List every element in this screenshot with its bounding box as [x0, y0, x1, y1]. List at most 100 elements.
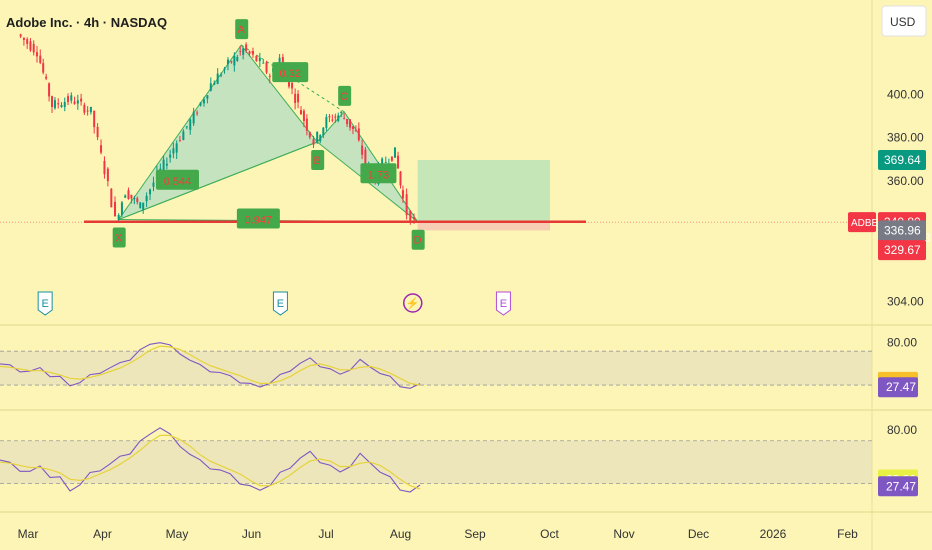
candle-body — [192, 111, 195, 124]
currency-button-label[interactable]: USD — [890, 15, 916, 29]
candle-body — [361, 145, 364, 155]
candle-body — [152, 182, 155, 187]
price-tick-label: 304.00 — [887, 294, 924, 308]
candle-body — [48, 83, 51, 97]
candle-body — [42, 63, 45, 73]
candle-body — [291, 82, 294, 89]
time-tick-label[interactable]: Sep — [464, 527, 486, 541]
candle-body — [322, 127, 325, 136]
candle-body — [409, 210, 412, 223]
point-label-bg-c — [338, 85, 352, 106]
price-tag-label: 369.64 — [884, 153, 921, 167]
rsi-pane-1: 80.0033.8027.47 — [0, 336, 918, 398]
earnings-icon[interactable]: E — [41, 298, 48, 310]
candle-body — [401, 190, 404, 199]
time-tick-label[interactable]: 2026 — [760, 527, 787, 541]
time-tick-label[interactable]: Jun — [242, 527, 261, 541]
candle-body — [76, 100, 79, 104]
candle-body — [96, 126, 99, 138]
price-tag-label: 329.67 — [884, 243, 921, 257]
candle-body — [139, 202, 142, 209]
candle-body — [357, 128, 360, 141]
price-tag — [878, 150, 926, 171]
candle-body — [185, 126, 188, 128]
time-tick-label[interactable]: Mar — [18, 527, 39, 541]
rsi-band — [0, 440, 872, 484]
point-label-c: C — [340, 91, 348, 103]
earnings-icon-shape[interactable] — [272, 291, 288, 316]
candle-body — [268, 75, 271, 77]
candle-body — [340, 111, 343, 113]
time-tick-label[interactable]: Nov — [613, 527, 634, 541]
candle-body — [162, 159, 165, 171]
candle-body — [89, 106, 92, 113]
currency-button-bg[interactable] — [881, 5, 927, 37]
candle-body — [405, 194, 408, 216]
candle-body — [32, 43, 35, 53]
event-marker[interactable]: ⚡ — [403, 293, 423, 313]
candle-body — [245, 44, 248, 51]
candle-body — [199, 102, 202, 106]
candle-body — [178, 140, 181, 142]
candle-body — [26, 39, 29, 44]
price-tick-label: 380.00 — [887, 131, 924, 145]
time-tick-label[interactable]: Aug — [390, 527, 411, 541]
time-tick-label[interactable]: Feb — [837, 527, 858, 541]
time-tick-label[interactable]: Dec — [688, 527, 709, 541]
price-tick-label: 400.00 — [887, 88, 924, 102]
ratio-label-bg — [272, 62, 309, 83]
candle-body — [120, 202, 123, 215]
time-tick-label[interactable]: Apr — [93, 527, 112, 541]
candle-body — [255, 55, 258, 61]
candle-body — [316, 131, 319, 142]
event-marker[interactable]: E — [272, 291, 288, 316]
ratio-label: 0.544 — [164, 176, 192, 188]
time-tick-label[interactable]: Jul — [318, 527, 333, 541]
time-tick-label[interactable]: May — [166, 527, 189, 541]
candle-body — [73, 101, 76, 104]
earnings-icon-shape[interactable] — [37, 291, 53, 316]
candle-body — [239, 50, 242, 52]
rsi-ma-line — [0, 434, 421, 490]
candle-body — [145, 195, 148, 202]
currency-button[interactable]: USD — [881, 5, 927, 37]
candle-body — [206, 95, 209, 99]
flash-icon-ring[interactable] — [403, 293, 423, 313]
candle-body — [106, 168, 109, 182]
candle-body — [220, 74, 223, 76]
ratio-label: 1.73 — [368, 169, 389, 181]
candle-body — [354, 130, 357, 132]
candle-body — [226, 59, 229, 65]
candle-body — [346, 118, 349, 125]
candle-body — [364, 149, 367, 165]
flash-icon[interactable]: ⚡ — [406, 297, 420, 310]
candle-body — [328, 116, 331, 118]
candle-body — [70, 95, 73, 101]
candle-body — [172, 148, 175, 154]
point-label-a: A — [238, 24, 246, 36]
price-tick-label: 360.00 — [887, 174, 924, 188]
earnings-icon[interactable]: E — [500, 298, 507, 310]
candle-body — [110, 188, 113, 208]
candle-body — [213, 82, 216, 85]
candle-body — [397, 155, 400, 169]
candle-body — [300, 110, 303, 115]
candle-body — [281, 57, 284, 65]
candle-body — [29, 41, 32, 51]
symbol-title: Adobe Inc. · 4h · NASDAQ — [6, 15, 167, 30]
event-marker[interactable]: E — [495, 291, 511, 316]
time-axis[interactable]: Mar Apr May Jun Jul Aug Sep Oct Nov Dec 2026 Feb — [18, 527, 858, 541]
event-marker[interactable]: E — [37, 291, 53, 316]
symbol-tag — [848, 212, 876, 233]
candle-body — [57, 103, 60, 105]
candle-body — [393, 147, 396, 158]
time-tick-label[interactable]: Oct — [540, 527, 559, 541]
candle-body — [189, 119, 192, 130]
candle-body — [202, 99, 205, 104]
candle-body — [343, 118, 346, 120]
candle-body — [223, 68, 226, 70]
earnings-icon[interactable]: E — [277, 298, 284, 310]
earnings-icon-shape[interactable] — [495, 291, 511, 316]
